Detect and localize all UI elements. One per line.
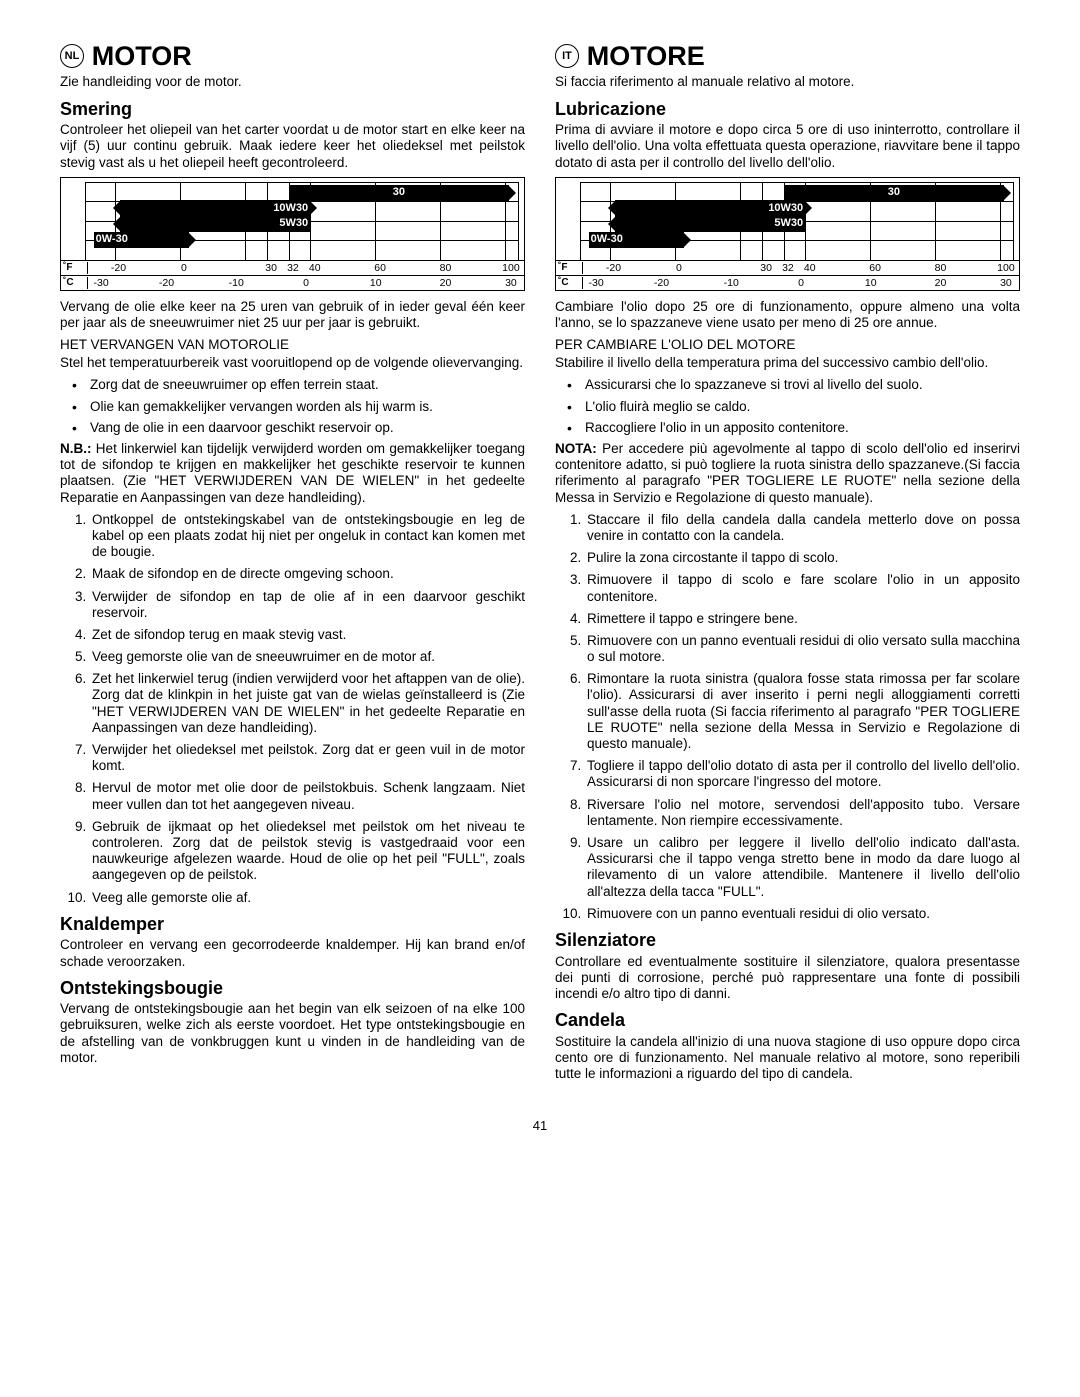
para: Prima di avviare il motore e dopo circa … bbox=[555, 122, 1020, 171]
para: Sostituire la candela all'inizio di una … bbox=[555, 1034, 1020, 1083]
bullet-list: Assicurarsi che lo spazzaneve si trovi a… bbox=[555, 377, 1020, 436]
list-item: Assicurarsi che lo spazzaneve si trovi a… bbox=[585, 377, 1020, 393]
heading-knaldemper: Knaldemper bbox=[60, 914, 525, 936]
para: Cambiare l'olio dopo 25 ore di funzionam… bbox=[555, 299, 1020, 331]
para: Stabilire il livello della temperatura p… bbox=[555, 355, 1020, 371]
para: Controleer het oliepeil van het carter v… bbox=[60, 122, 525, 171]
list-item: Zorg dat de sneeuwruimer op effen terrei… bbox=[90, 377, 525, 393]
page-number: 41 bbox=[60, 1118, 1020, 1134]
note-para: N.B.: Het linkerwiel kan tijdelijk verwi… bbox=[60, 441, 525, 506]
lang-badge-it: IT bbox=[555, 44, 579, 68]
title-row: NL MOTOR bbox=[60, 40, 525, 72]
list-item: Verwijder het oliedeksel met peilstok. Z… bbox=[90, 742, 525, 774]
section-heading: HET VERVANGEN VAN MOTOROLIE bbox=[60, 337, 525, 353]
list-item: Veeg alle gemorste olie af. bbox=[90, 890, 525, 906]
para: Controleer en vervang een gecorrodeerde … bbox=[60, 937, 525, 969]
para: Vervang de olie elke keer na 25 uren van… bbox=[60, 299, 525, 331]
bullet-list: Zorg dat de sneeuwruimer op effen terrei… bbox=[60, 377, 525, 436]
list-item: Olie kan gemakkelijker vervangen worden … bbox=[90, 399, 525, 415]
oil-chart: 3010W305W300W-30˚F-2003032406080100˚C-30… bbox=[555, 177, 1020, 291]
subtitle: Si faccia riferimento al manuale relativ… bbox=[555, 74, 1020, 90]
list-item: Hervul de motor met olie door de peilsto… bbox=[90, 780, 525, 812]
list-item: Zet het linkerwiel terug (indien verwijd… bbox=[90, 671, 525, 736]
heading-smering: Smering bbox=[60, 99, 525, 121]
ordered-list: Staccare il filo della candela dalla can… bbox=[555, 512, 1020, 922]
heading-lubricazione: Lubricazione bbox=[555, 99, 1020, 121]
list-item: Ontkoppel de ontstekingskabel van de ont… bbox=[90, 512, 525, 561]
oil-chart: 3010W305W300W-30˚F-2003032406080100˚C-30… bbox=[60, 177, 525, 291]
list-item: Veeg gemorste olie van de sneeuwruimer e… bbox=[90, 649, 525, 665]
heading-silenziatore: Silenziatore bbox=[555, 930, 1020, 952]
list-item: Verwijder de sifondop en tap de olie af … bbox=[90, 589, 525, 621]
list-item: Usare un calibro per leggere il livello … bbox=[585, 835, 1020, 900]
list-item: Rimuovere il tappo di scolo e fare scola… bbox=[585, 572, 1020, 604]
heading-ontstekingsbougie: Ontstekingsbougie bbox=[60, 978, 525, 1000]
list-item: Maak de sifondop en de directe omgeving … bbox=[90, 566, 525, 582]
list-item: Gebruik de ijkmaat op het oliedeksel met… bbox=[90, 819, 525, 884]
para: Controllare ed eventualmente sostituire … bbox=[555, 954, 1020, 1003]
list-item: Vang de olie in een daarvoor geschikt re… bbox=[90, 420, 525, 436]
list-item: Rimontare la ruota sinistra (qualora fos… bbox=[585, 671, 1020, 752]
list-item: Staccare il filo della candela dalla can… bbox=[585, 512, 1020, 544]
list-item: L'olio fluirà meglio se caldo. bbox=[585, 399, 1020, 415]
list-item: Zet de sifondop terug en maak stevig vas… bbox=[90, 627, 525, 643]
list-item: Pulire la zona circostante il tappo di s… bbox=[585, 550, 1020, 566]
para: Stel het temperatuurbereik vast vooruitl… bbox=[60, 355, 525, 371]
list-item: Rimuovere con un panno eventuali residui… bbox=[585, 633, 1020, 665]
subtitle: Zie handleiding voor de motor. bbox=[60, 74, 525, 90]
heading-motor: MOTOR bbox=[92, 41, 192, 71]
heading-candela: Candela bbox=[555, 1010, 1020, 1032]
title-row: IT MOTORE bbox=[555, 40, 1020, 72]
note-para: NOTA: Per accedere più agevolmente al ta… bbox=[555, 441, 1020, 506]
list-item: Rimettere il tappo e stringere bene. bbox=[585, 611, 1020, 627]
section-heading: PER CAMBIARE L'OLIO DEL MOTORE bbox=[555, 337, 1020, 353]
heading-motore: MOTORE bbox=[587, 41, 705, 71]
para: Vervang de ontstekingsbougie aan het beg… bbox=[60, 1001, 525, 1066]
list-item: Togliere il tappo dell'olio dotato di as… bbox=[585, 758, 1020, 790]
lang-badge-nl: NL bbox=[60, 44, 84, 68]
list-item: Riversare l'olio nel motore, servendosi … bbox=[585, 797, 1020, 829]
column-left: NL MOTOR Zie handleiding voor de motor. … bbox=[60, 40, 525, 1088]
column-right: IT MOTORE Si faccia riferimento al manua… bbox=[555, 40, 1020, 1088]
list-item: Raccogliere l'olio in un apposito conten… bbox=[585, 420, 1020, 436]
list-item: Rimuovere con un panno eventuali residui… bbox=[585, 906, 1020, 922]
ordered-list: Ontkoppel de ontstekingskabel van de ont… bbox=[60, 512, 525, 906]
